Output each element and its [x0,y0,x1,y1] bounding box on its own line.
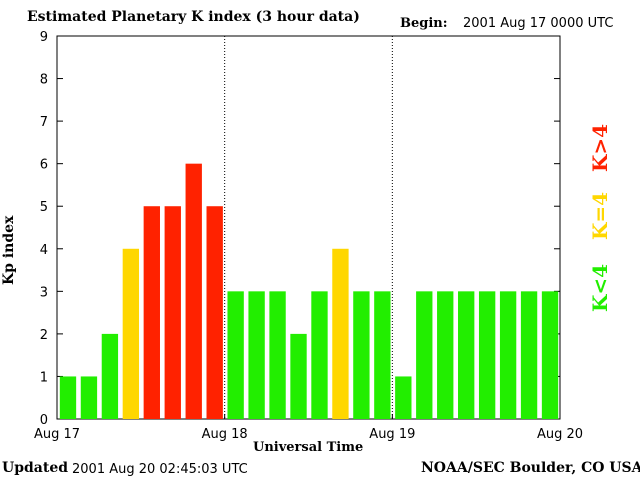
kp-bar [164,206,181,419]
kp-bar [311,291,328,419]
legend-low: K<4 [588,263,612,312]
kp-bar [80,376,98,419]
y-tick-label: 6 [40,158,48,173]
y-tick-label: 2 [40,328,48,343]
kp-bar [101,333,119,419]
chart-title: Estimated Planetary K index (3 hour data… [27,9,360,25]
begin-label: Begin: [400,16,448,31]
kp-bar [206,206,223,419]
kp-bar [227,291,244,419]
begin-value: 2001 Aug 17 0000 UTC [463,16,614,31]
kp-bar [437,291,454,419]
kp-bar [416,291,433,419]
y-tick-label: 9 [40,30,48,45]
y-tick-label: 7 [40,115,48,130]
kp-bar [122,248,140,419]
kp-bar [290,333,307,419]
kp-bar [269,291,286,419]
x-tick-label: Aug 20 [537,427,583,442]
kp-bar [374,291,391,419]
credit-text: NOAA/SEC Boulder, CO USA [421,460,640,476]
updated-value: 2001 Aug 20 02:45:03 UTC [72,462,248,477]
x-tick-label: Aug 18 [202,427,248,442]
kp-bar [520,291,538,419]
kp-bar [185,163,202,419]
kp-bar [458,291,475,419]
y-tick-label: 0 [40,413,48,428]
y-tick-label: 1 [40,370,48,385]
legend-high: K>4 [588,123,612,172]
x-tick-label: Aug 19 [369,427,415,442]
kp-bar [499,291,517,419]
kp-bar [332,248,349,419]
kp-bar [478,291,496,419]
kp-bar [248,291,265,419]
plot-frame [56,35,561,420]
kp-bar [395,376,412,419]
y-tick-label: 5 [40,200,48,215]
updated-label: Updated [2,460,69,476]
y-tick-label: 8 [40,73,48,88]
legend-mid: K=4 [588,191,612,240]
y-tick-label: 4 [40,243,48,258]
kp-bar [143,206,160,419]
kp-bar [541,291,559,419]
y-tick-label: 3 [40,285,48,300]
x-tick-label: Aug 17 [34,427,80,442]
kp-bar [59,376,77,419]
x-axis-label: Universal Time [253,440,364,455]
kp-bar [353,291,370,419]
